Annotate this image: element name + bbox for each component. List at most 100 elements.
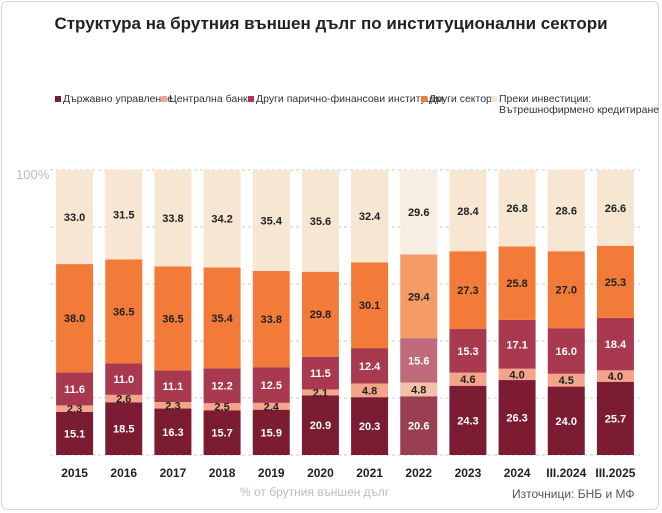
data-label: 20.9 [310, 420, 331, 432]
data-label: 26.8 [506, 203, 527, 215]
chart-title: Структура на брутния външен дълг по инст… [54, 14, 608, 33]
legend-swatch-direct-investment [491, 96, 497, 102]
data-label: 29.8 [310, 309, 331, 321]
bar-segment-central-bank [351, 383, 389, 398]
data-label: 35.4 [261, 215, 283, 227]
bar-segment-other-mfi [498, 319, 536, 369]
bar-segment-other-sectors [547, 251, 585, 329]
bar-segment-government [449, 385, 487, 455]
bar-segment-other-mfi [56, 372, 94, 406]
data-label: 36.5 [113, 307, 134, 319]
data-label: 31.5 [113, 210, 134, 222]
data-label: 12.5 [261, 380, 282, 392]
data-label: 38.0 [64, 313, 85, 325]
bar-segment-government [498, 380, 536, 455]
data-label: 36.5 [162, 313, 183, 325]
data-label: 33.8 [261, 314, 282, 326]
bar-segment-government [596, 381, 634, 455]
data-label: 2.5 [214, 402, 229, 414]
data-label: 4.0 [608, 371, 623, 383]
data-label: 4.8 [362, 385, 377, 397]
bar-segment-government [351, 397, 389, 455]
bar-segment-central-bank [105, 394, 143, 403]
bar-segment-direct-investment [547, 169, 585, 252]
data-label: 35.4 [211, 313, 233, 325]
data-label: 28.6 [556, 205, 577, 217]
data-label: 29.4 [408, 291, 430, 303]
bar-segment-direct-investment [400, 170, 438, 255]
data-label: 16.0 [556, 346, 577, 358]
data-label: 25.8 [506, 278, 527, 290]
bar-segment-other-sectors [301, 271, 339, 357]
bar-segment-direct-investment [252, 170, 290, 271]
data-label: 33.8 [162, 213, 183, 225]
bar-segment-central-bank [301, 389, 339, 396]
data-label: 24.0 [556, 416, 577, 428]
data-label: 11.6 [64, 384, 85, 396]
x-tick-label: 2015 [61, 466, 88, 480]
data-label: 25.7 [605, 413, 626, 425]
bar-segment-central-bank [547, 373, 585, 387]
x-tick-label: 2022 [405, 466, 432, 480]
bar-segment-other-sectors [498, 246, 536, 320]
bar-segment-central-bank [498, 368, 536, 381]
bar-segment-government [252, 409, 290, 455]
data-label: 25.3 [605, 277, 626, 289]
data-label: 18.5 [113, 424, 134, 436]
legend-swatch-other-sectors [421, 96, 427, 102]
bar-segment-other-sectors [154, 266, 192, 371]
bar-segment-government [105, 402, 143, 455]
data-label: 16.3 [162, 427, 183, 439]
data-label: 18.4 [605, 339, 627, 351]
bar-segment-other-mfi [252, 367, 290, 403]
data-label: 4.5 [559, 375, 574, 387]
data-label: 15.3 [457, 346, 478, 358]
bar-segment-other-mfi [547, 328, 585, 374]
bar-segment-direct-investment [154, 170, 192, 267]
bar-segment-other-mfi [301, 356, 339, 390]
x-tick-label: 2021 [356, 466, 383, 480]
x-tick-label: 2017 [160, 466, 187, 480]
x-axis-title: % от брутния външен дълг [240, 485, 390, 499]
x-tick-label: 2018 [209, 466, 236, 480]
data-label: 20.6 [408, 421, 429, 433]
bar-segment-other-sectors [351, 262, 389, 349]
legend-label-direct-investment: Преки инвестиции: [499, 93, 592, 105]
data-label: 2.3 [67, 404, 82, 416]
bar-segment-central-bank [449, 372, 487, 386]
data-label: 28.4 [457, 206, 479, 218]
data-label: 4.8 [411, 384, 426, 396]
data-label: 2.1 [313, 387, 328, 399]
bar-segment-other-sectors [203, 267, 241, 369]
data-label: 4.0 [509, 369, 524, 381]
data-label: 2.3 [165, 400, 180, 412]
x-tick-label: 2019 [258, 466, 285, 480]
x-tick-label: 2024 [504, 466, 531, 480]
data-label: 33.0 [64, 212, 85, 224]
source-note: Източници: БНБ и МФ [512, 487, 635, 501]
data-label: 2.6 [116, 394, 131, 406]
bar-segment-other-mfi [400, 338, 438, 383]
bar-segment-central-bank [596, 370, 634, 382]
bar-segment-direct-investment [351, 170, 389, 263]
data-label: 27.3 [457, 285, 478, 297]
x-tick-label: III.2024 [546, 466, 586, 480]
bar-segment-direct-investment [449, 170, 487, 252]
bar-segment-other-sectors [400, 254, 438, 339]
bar-segment-direct-investment [56, 170, 94, 265]
bar-segment-direct-investment [498, 170, 536, 247]
bar-segment-central-bank [203, 403, 241, 411]
bar-segment-other-mfi [596, 317, 634, 371]
bar-segment-central-bank [252, 402, 290, 410]
bar-segment-other-sectors [56, 264, 94, 373]
data-label: 34.2 [211, 214, 232, 226]
data-label: 11.5 [310, 368, 331, 380]
data-label: 29.6 [408, 207, 429, 219]
data-label: 17.1 [506, 339, 527, 351]
data-label: 26.3 [506, 413, 527, 425]
data-label: 12.2 [211, 381, 232, 393]
bar-segment-direct-investment [105, 169, 143, 260]
bar-segment-government [203, 410, 241, 455]
